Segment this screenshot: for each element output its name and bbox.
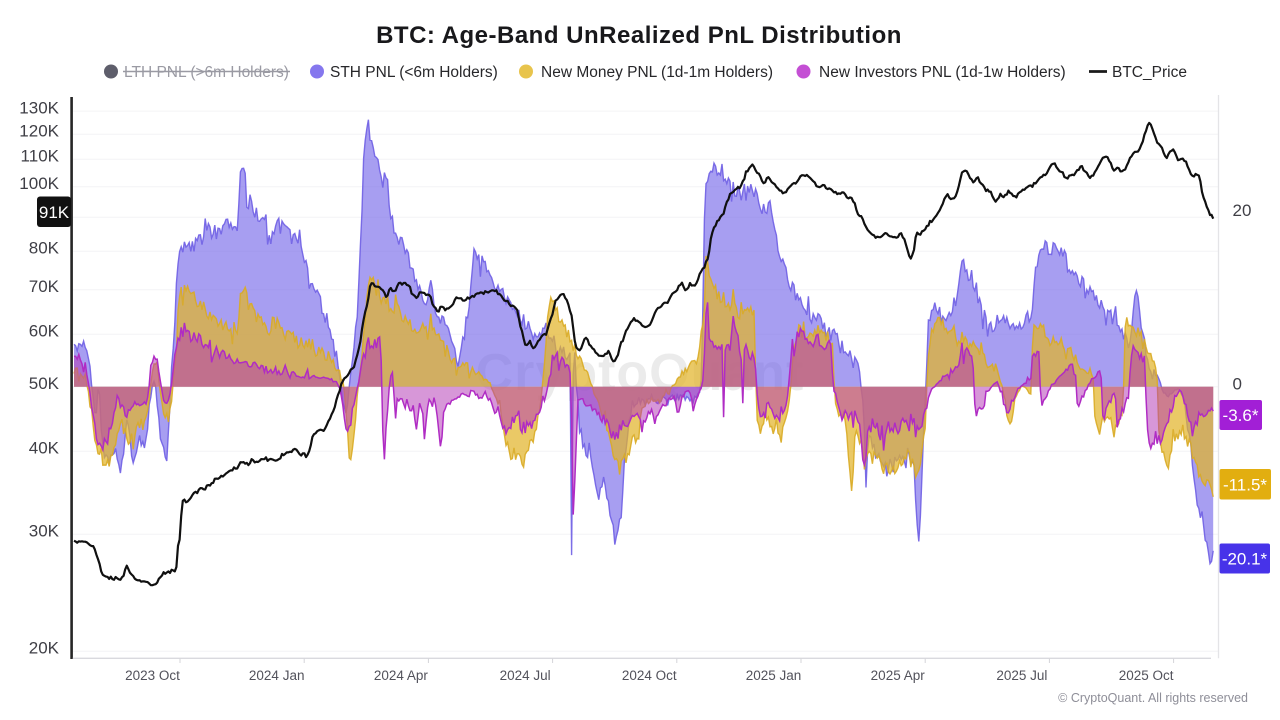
svg-text:120K: 120K bbox=[19, 121, 59, 140]
svg-text:70K: 70K bbox=[29, 277, 60, 296]
svg-text:110K: 110K bbox=[21, 147, 60, 166]
svg-text:2024 Jan: 2024 Jan bbox=[249, 668, 305, 683]
svg-text:2025 Apr: 2025 Apr bbox=[871, 668, 926, 683]
svg-text:2025 Oct: 2025 Oct bbox=[1119, 668, 1174, 683]
svg-text:-11.5*: -11.5* bbox=[1223, 476, 1267, 495]
svg-text:100K: 100K bbox=[19, 174, 59, 193]
svg-text:130K: 130K bbox=[19, 98, 59, 117]
svg-text:40K: 40K bbox=[29, 438, 60, 457]
svg-text:20K: 20K bbox=[29, 638, 60, 657]
svg-text:2024 Jul: 2024 Jul bbox=[500, 668, 551, 683]
svg-text:2023 Oct: 2023 Oct bbox=[125, 668, 180, 683]
svg-text:30K: 30K bbox=[29, 521, 60, 540]
svg-text:-20.1*: -20.1* bbox=[1222, 550, 1268, 569]
svg-text:STH PNL (<6m Holders): STH PNL (<6m Holders) bbox=[330, 64, 498, 81]
svg-text:© CryptoQuant. All rights rese: © CryptoQuant. All rights reserved bbox=[1058, 691, 1248, 705]
svg-text:New Money PNL (1d-1m Holders): New Money PNL (1d-1m Holders) bbox=[541, 64, 773, 81]
svg-text:91K: 91K bbox=[39, 203, 70, 222]
svg-text:0: 0 bbox=[1233, 375, 1242, 394]
svg-text:2025 Jul: 2025 Jul bbox=[996, 668, 1047, 683]
svg-text:20: 20 bbox=[1233, 201, 1252, 220]
svg-text:2025 Jan: 2025 Jan bbox=[746, 668, 802, 683]
svg-text:50K: 50K bbox=[29, 374, 60, 393]
svg-text:BTC: Age-Band UnRealized PnL D: BTC: Age-Band UnRealized PnL Distributio… bbox=[376, 22, 902, 49]
svg-text:BTC_Price: BTC_Price bbox=[1112, 64, 1187, 81]
svg-text:-3.6*: -3.6* bbox=[1223, 406, 1259, 425]
svg-text:2024 Oct: 2024 Oct bbox=[622, 668, 677, 683]
svg-text:80K: 80K bbox=[29, 238, 60, 257]
svg-text:60K: 60K bbox=[29, 321, 60, 340]
svg-text:New Investors PNL (1d-1w Holde: New Investors PNL (1d-1w Holders) bbox=[819, 64, 1066, 81]
svg-text:LTH PNL (>6m Holders): LTH PNL (>6m Holders) bbox=[124, 64, 289, 81]
svg-text:2024 Apr: 2024 Apr bbox=[374, 668, 429, 683]
